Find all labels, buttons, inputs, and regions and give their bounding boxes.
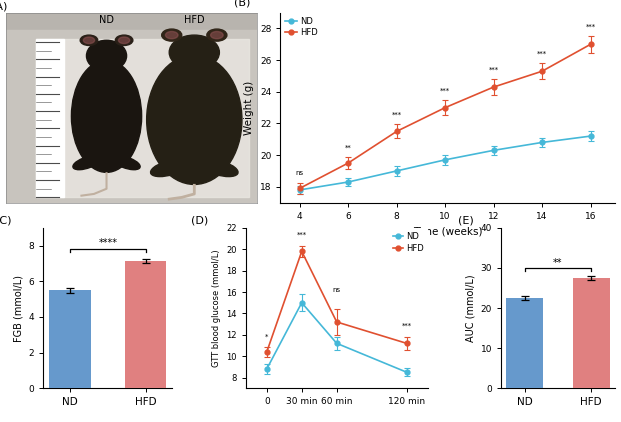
Legend: ND, HFD: ND, HFD (284, 17, 318, 37)
Ellipse shape (116, 35, 133, 46)
Ellipse shape (211, 32, 223, 39)
Ellipse shape (201, 160, 238, 176)
Text: ***: *** (440, 88, 450, 94)
Text: ***: *** (537, 51, 547, 57)
Text: ***: *** (586, 23, 596, 29)
Ellipse shape (150, 160, 188, 176)
Legend: ND, HFD: ND, HFD (393, 232, 424, 252)
Ellipse shape (147, 55, 242, 184)
Text: ***: *** (392, 112, 402, 118)
Ellipse shape (86, 40, 127, 71)
Ellipse shape (80, 35, 97, 46)
Text: (B): (B) (233, 0, 250, 8)
Y-axis label: Weight (g): Weight (g) (244, 81, 255, 135)
Bar (36, 38, 64, 197)
Text: ***: *** (402, 322, 412, 328)
Bar (573, 278, 610, 388)
Bar (125, 261, 166, 388)
Text: (D): (D) (191, 215, 209, 225)
Ellipse shape (169, 35, 219, 70)
Y-axis label: GTT blood glucose (mmol/L): GTT blood glucose (mmol/L) (212, 249, 220, 367)
Text: HFD: HFD (184, 15, 204, 25)
Bar (506, 298, 543, 388)
Ellipse shape (207, 29, 227, 41)
Ellipse shape (165, 32, 178, 39)
Y-axis label: FGB (mmol/L): FGB (mmol/L) (13, 275, 23, 341)
Text: ns: ns (296, 170, 304, 176)
Ellipse shape (113, 156, 140, 170)
Ellipse shape (161, 29, 182, 41)
Text: ns: ns (333, 287, 341, 293)
Text: **: ** (553, 257, 563, 268)
Text: *: * (265, 334, 268, 340)
Text: ***: *** (297, 232, 307, 238)
X-axis label: Time (weeks): Time (weeks) (413, 226, 483, 236)
Text: ND: ND (99, 15, 114, 25)
Text: (A): (A) (0, 1, 7, 11)
Text: ***: *** (489, 67, 499, 73)
Y-axis label: AUC (mmol/L): AUC (mmol/L) (465, 274, 475, 342)
Ellipse shape (73, 156, 100, 170)
Ellipse shape (71, 60, 142, 172)
Bar (36, 38, 250, 197)
Bar (49, 290, 91, 388)
Text: (E): (E) (458, 215, 474, 225)
Text: **: ** (345, 145, 351, 151)
Ellipse shape (119, 37, 130, 43)
Text: ****: **** (98, 238, 117, 249)
Ellipse shape (83, 37, 94, 43)
Text: (C): (C) (0, 215, 11, 225)
